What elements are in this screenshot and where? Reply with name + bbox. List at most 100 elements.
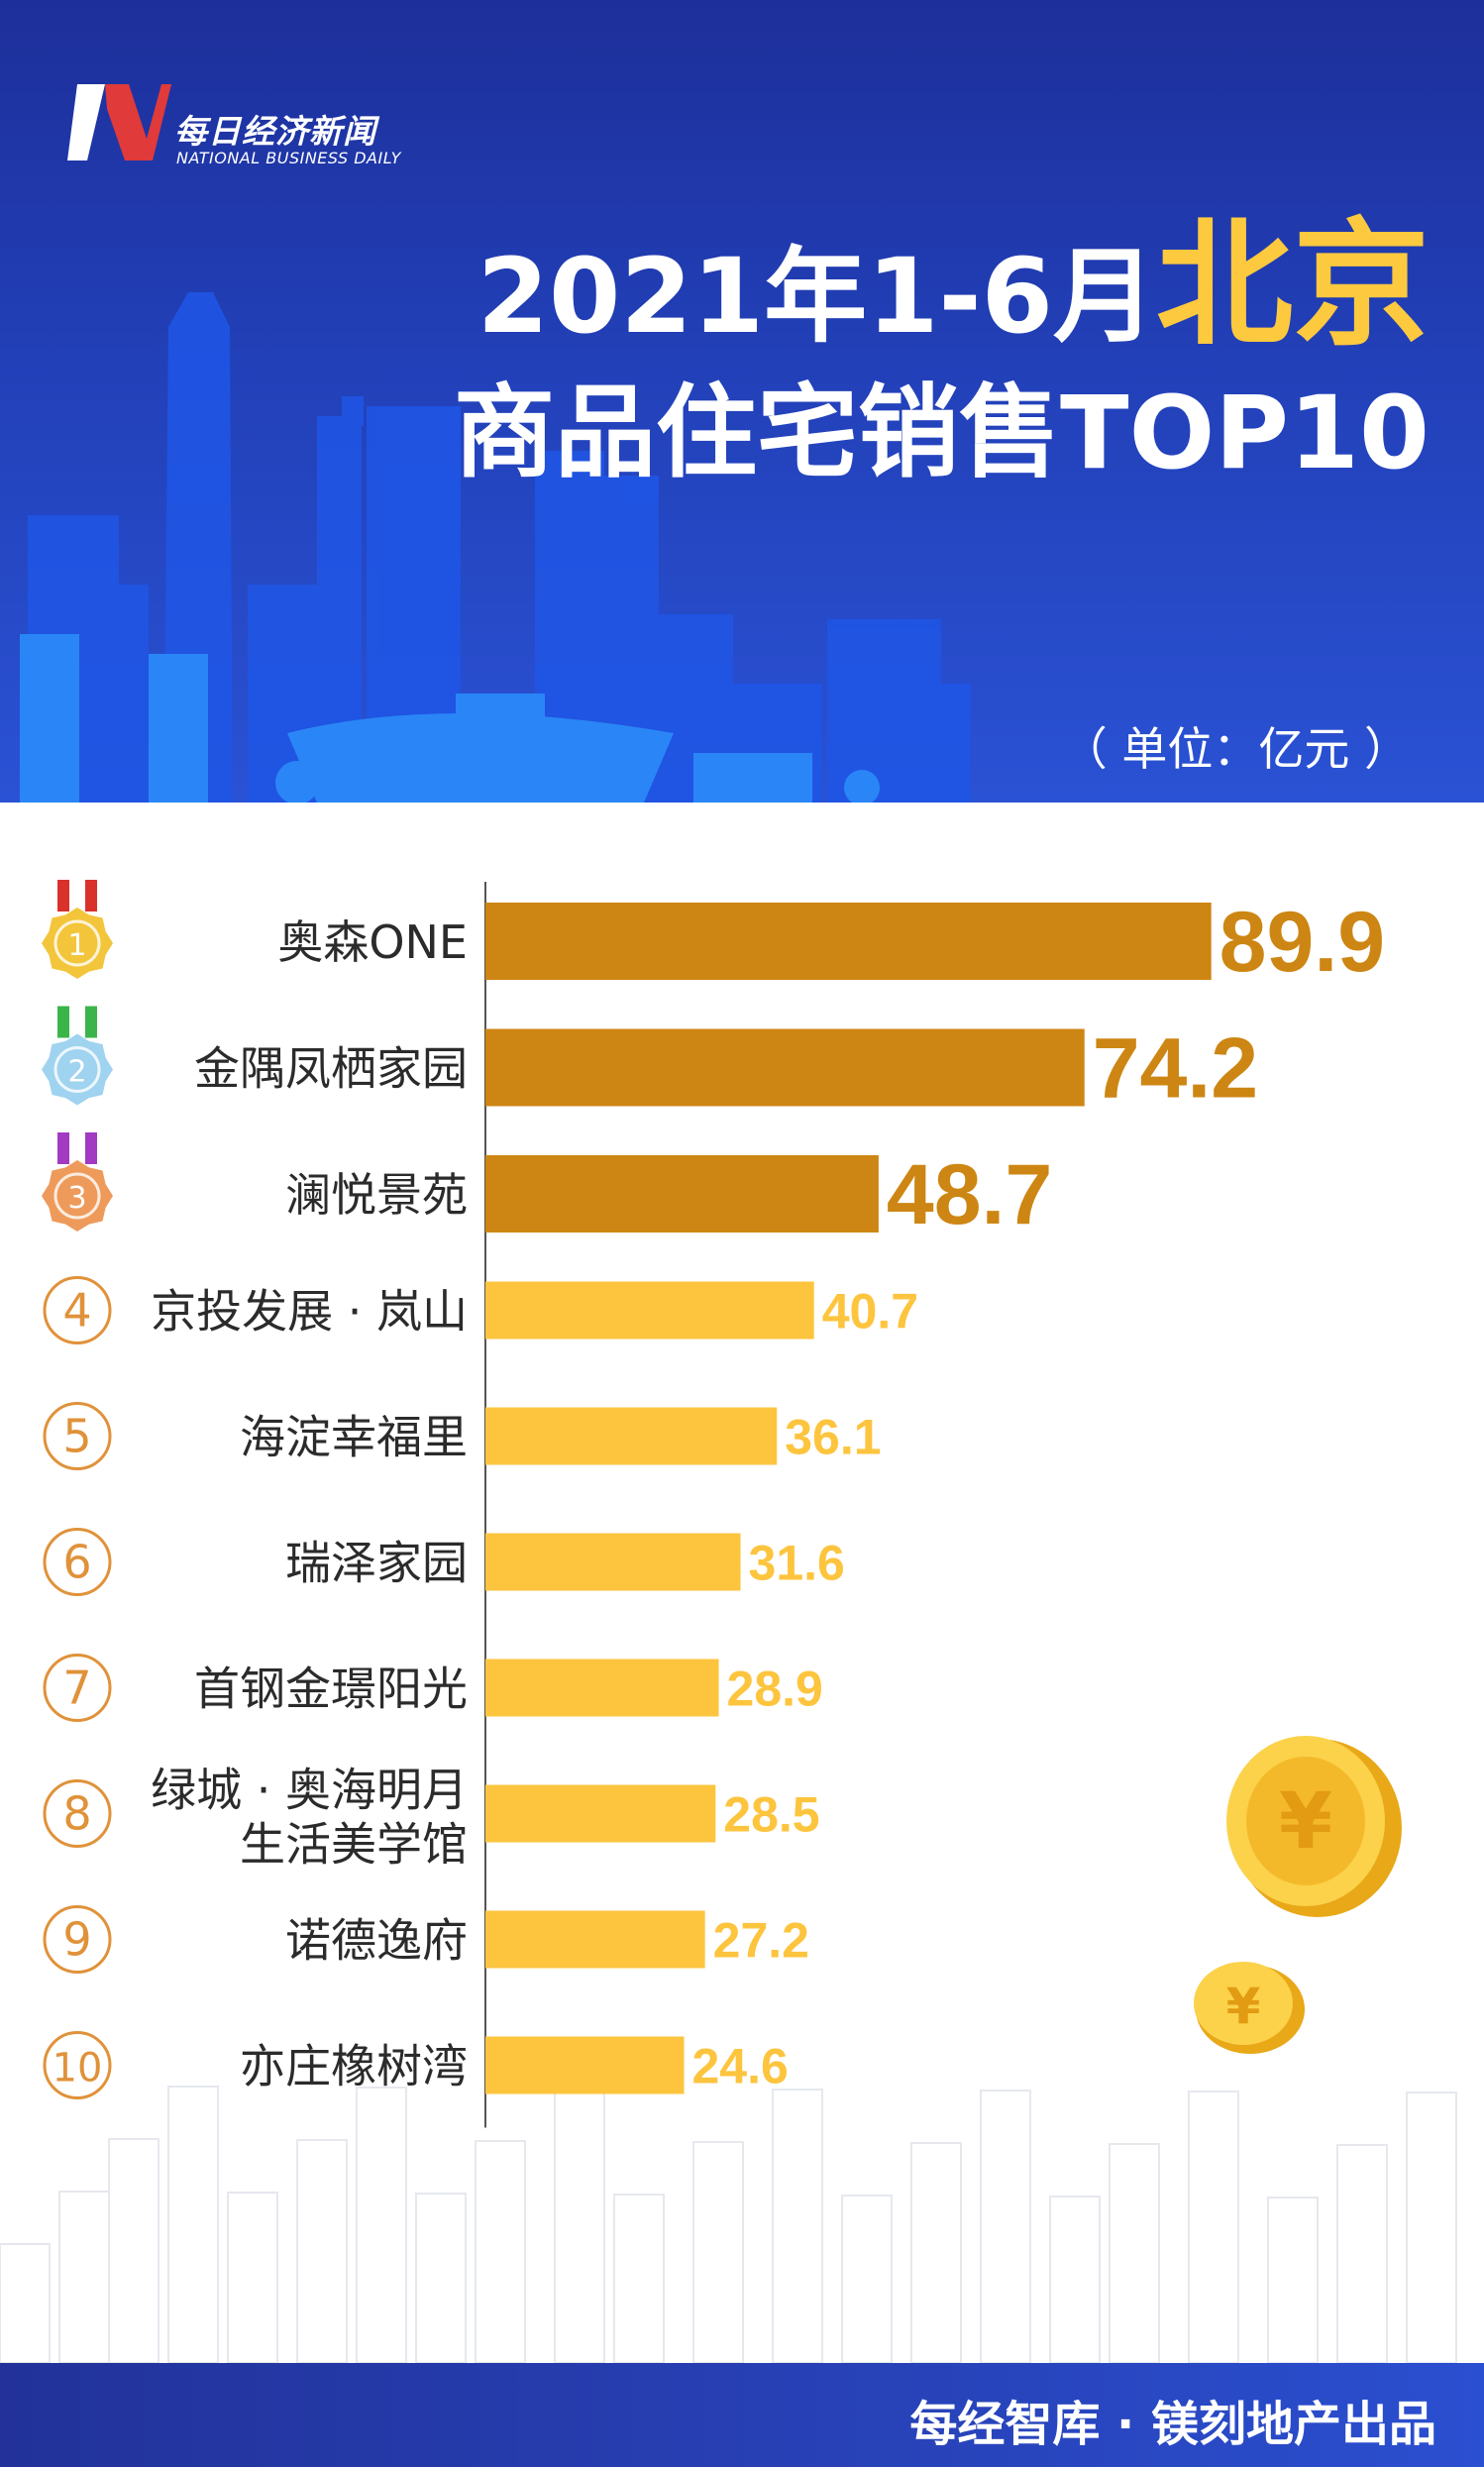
data-label: 28.5 <box>723 1787 819 1843</box>
category-label: 绿城 · 奥海明月 <box>151 1764 468 1817</box>
skyline-outline-building <box>58 2191 110 2363</box>
bar <box>485 1407 778 1465</box>
rank-circle <box>43 1528 112 1596</box>
data-label: 31.6 <box>749 1536 845 1591</box>
rank-circle <box>43 1905 112 1974</box>
skyline-outline-building <box>415 2193 467 2363</box>
category-label: 金隅凤栖家园 <box>194 1042 468 1096</box>
rank-circle <box>43 1654 112 1722</box>
skyline-outline-building <box>296 2139 348 2363</box>
medal-inner-ring <box>53 1046 101 1093</box>
data-label: 36.1 <box>785 1410 881 1465</box>
footer-bar: 每经智库 · 镁刻地产出品 <box>0 2363 1484 2467</box>
svg-text:¥: ¥ <box>1226 1978 1261 2035</box>
rank-circle <box>43 2031 112 2099</box>
bar-row: 27.2 诺德逸府 9 <box>43 1905 809 1974</box>
medal-icon <box>42 908 113 979</box>
footer-credit: 每经智库 · 镁刻地产出品 <box>909 2397 1436 2452</box>
rank-number: 8 <box>62 1787 91 1841</box>
rank-number: 6 <box>62 1536 91 1589</box>
medal-ribbon <box>57 1006 69 1038</box>
rank-circle <box>43 1402 112 1470</box>
bar <box>485 2036 685 2094</box>
skyline-outline-building <box>108 2138 159 2363</box>
skyline-outline-building <box>692 2141 744 2363</box>
chart-title-line1: 2021年1-6月北京 <box>477 173 1430 372</box>
bar <box>485 1155 879 1233</box>
skyline-outline-building <box>980 2090 1031 2363</box>
bar-row: 28.9 首钢金璟阳光 7 <box>43 1654 823 1722</box>
bar-row: 31.6 瑞泽家园 6 <box>43 1528 845 1596</box>
medal-rank-number: 1 <box>67 928 86 963</box>
medal-icon <box>42 1033 113 1106</box>
bar-row: 36.1 海淀幸福里 5 <box>43 1402 882 1470</box>
logo-english-name: NATIONAL BUSINESS DAILY <box>176 149 401 167</box>
bar-row: 74.2 金隅凤栖家园 2 <box>42 1006 1258 1117</box>
skyline-outline-building <box>554 2088 605 2363</box>
bar <box>485 1533 741 1591</box>
skyline-outline-building <box>1267 2197 1319 2363</box>
rank-number: 5 <box>62 1410 91 1463</box>
category-label: 亦庄橡树湾 <box>240 2040 468 2093</box>
skyline-outline-building <box>772 2089 823 2363</box>
skyline-outline-building <box>1049 2196 1101 2363</box>
category-label: 瑞泽家园 <box>285 1537 468 1590</box>
bar <box>485 1028 1085 1107</box>
bar-row: 24.6 亦庄橡树湾 10 <box>43 2031 789 2099</box>
bar-row: 48.7 澜悦景苑 3 <box>42 1132 1052 1242</box>
rank-number: 9 <box>62 1913 91 1967</box>
data-label: 24.6 <box>691 2039 788 2094</box>
skyline-outline-building <box>910 2142 962 2363</box>
data-label: 40.7 <box>822 1284 918 1340</box>
data-label: 48.7 <box>887 1147 1052 1242</box>
data-label: 27.2 <box>713 1913 809 1969</box>
skyline-outline-building <box>356 2087 407 2363</box>
medal-rank-number: 3 <box>67 1181 86 1216</box>
background-skyline-outline <box>0 2086 1457 2363</box>
bar-rows: 89.9 奥森ONE 1 74.2 金隅凤栖家园 2 48.7 澜悦景苑 3 40.7 京投发展 ·… <box>42 880 1385 2099</box>
skyline-outline-building <box>1336 2144 1388 2363</box>
medal-inner-ring <box>53 1172 101 1220</box>
category-label: 澜悦景苑 <box>285 1168 468 1222</box>
category-label: 诺德逸府 <box>285 1914 468 1968</box>
skyline-outline-building <box>841 2195 893 2363</box>
medal-ribbon <box>85 1132 97 1164</box>
rank-number: 10 <box>53 2046 103 2092</box>
title-city: 北京 <box>1155 205 1430 365</box>
skyline-outline-building <box>1109 2143 1160 2363</box>
unit-label: （ 单位：亿元 ） <box>1061 722 1410 776</box>
medal-rank-number: 2 <box>67 1055 86 1090</box>
bar <box>485 903 1212 980</box>
skyline-outline-building <box>227 2192 278 2363</box>
medal-ribbon <box>85 1006 97 1038</box>
bar <box>485 1784 716 1843</box>
data-label: 74.2 <box>1093 1021 1258 1117</box>
skyline-outline-building <box>1188 2091 1239 2363</box>
skyline-outline-building <box>613 2194 665 2363</box>
skyline-outline-building <box>475 2140 526 2363</box>
rank-number: 4 <box>62 1284 91 1338</box>
category-label: 奥森ONE <box>277 915 468 969</box>
city-skyline-illustration <box>20 292 971 803</box>
category-label: 首钢金璟阳光 <box>194 1663 468 1716</box>
bar <box>485 1910 705 1969</box>
bar-row: 89.9 奥森ONE 1 <box>42 880 1385 990</box>
coin-decoration: ¥ ¥ <box>1194 1736 1402 2054</box>
medal-icon <box>42 1160 113 1232</box>
bar-chart: 89.9 奥森ONE 1 74.2 金隅凤栖家园 2 48.7 澜悦景苑 3 40.7 京投发展 ·… <box>0 880 1457 2363</box>
bar-row: 40.7 京投发展 · 岚山 4 <box>43 1276 918 1344</box>
rank-circle <box>43 1276 112 1344</box>
rank-number: 7 <box>62 1662 91 1715</box>
header-banner: 每日经济新闻 NATIONAL BUSINESS DAILY 2021年1-6月… <box>0 0 1484 803</box>
nbd-logo-mark <box>67 84 171 161</box>
category-label: 京投发展 · 岚山 <box>151 1285 468 1339</box>
skyline-outline-building <box>0 2243 51 2363</box>
logo-chinese-name: 每日经济新闻 <box>174 112 376 151</box>
bar <box>485 1659 719 1717</box>
medal-ribbon <box>85 880 97 912</box>
chart-title-line2: 商品住宅销售TOP10 <box>454 375 1430 492</box>
data-label: 89.9 <box>1219 895 1385 990</box>
medal-ribbon <box>57 1132 69 1164</box>
medal-ribbon <box>57 880 69 912</box>
